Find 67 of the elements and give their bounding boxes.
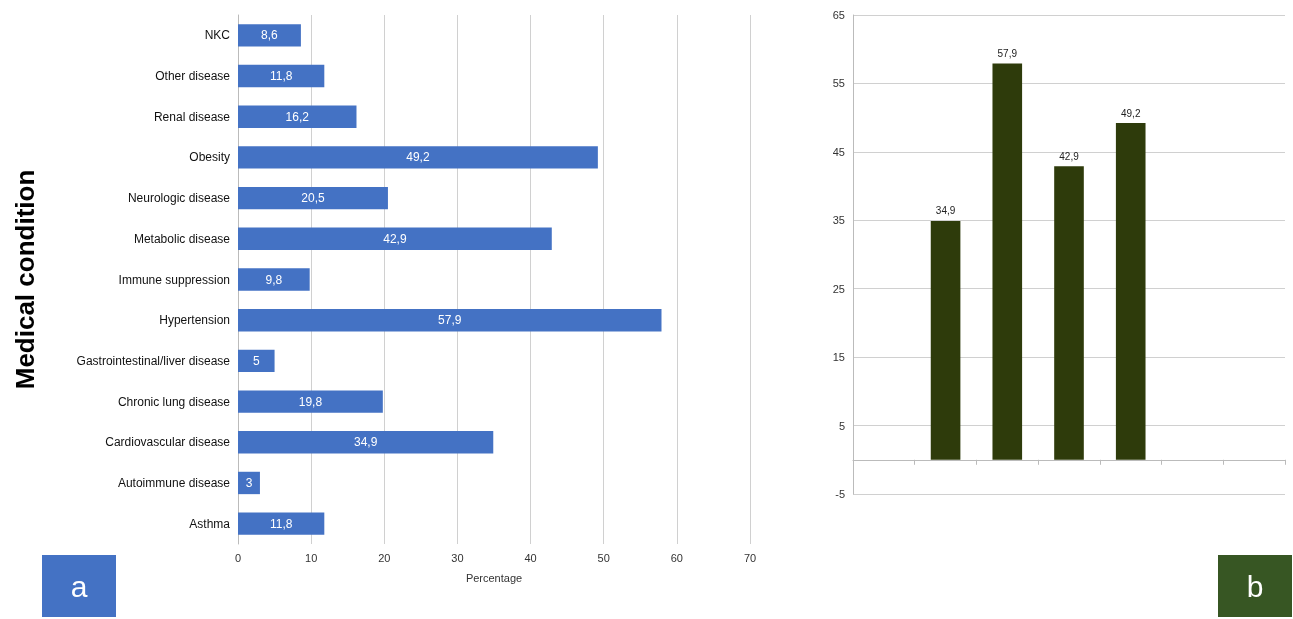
x-tick-label: 30 [451,551,464,564]
data-label: 42,9 [383,231,407,246]
data-label: 42,9 [1059,150,1080,162]
data-label: 49,2 [1120,107,1141,119]
bar [238,227,552,250]
data-label: 20,5 [301,191,325,206]
text: a [70,569,88,603]
bar [238,268,310,291]
data-label: 49,2 [406,150,430,165]
y-tick-label: 15 [832,351,845,364]
data-label: 8,6 [261,28,279,43]
data-label: 3 [245,475,253,490]
y-tick-label: Chronic lung disease [117,394,231,409]
bar [238,309,662,332]
bar [930,220,961,460]
y-tick-label: 25 [832,282,845,295]
bar [238,24,301,47]
y-tick-label: NKC [204,28,231,43]
data-label: 11,8 [269,516,293,531]
data-label: 34,9 [935,205,956,217]
y-tick-label: 65 [832,9,845,21]
y-tick-label: Other disease [155,69,231,84]
data-label: 11,8 [269,69,293,84]
data-label: 16,2 [285,109,310,124]
x-tick-label: 20 [378,551,391,564]
y-tick-label: Metabolic disease [133,231,231,246]
bar [238,105,357,128]
y-tick-label: Asthma [189,516,231,531]
x-tick-label: 40 [524,551,537,564]
bar [238,431,494,454]
bar [992,63,1023,460]
y-tick-label: Renal disease [153,109,231,124]
x-tick-label: 10 [305,551,318,564]
data-label: 57,9 [438,313,462,328]
data-label: 5 [252,353,260,368]
y-tick-label: Immune suppression [118,272,230,287]
x-tick-label: 0 [234,551,242,564]
bar [238,64,325,88]
y-tick-label: Autoimmune disease [117,475,231,490]
bar [238,186,388,210]
y-axis-title: Medical condition [10,169,40,390]
y-tick-label: 45 [832,145,845,158]
bar [1054,166,1084,460]
y-tick-label: 55 [832,77,845,90]
data-label: 9,8 [265,272,283,287]
y-tick-label: Neurologic disease [127,191,231,206]
bar [238,349,275,373]
y-tick-label: Obesity [189,150,230,165]
bar [238,146,598,169]
x-tick-label: 70 [743,551,757,564]
y-tick-label: Gastrointestinal/liver disease [76,353,231,368]
bar [238,390,383,413]
y-tick-label: Hypertension [159,313,230,328]
data-label: 34,9 [353,435,378,450]
x-tick-label: 60 [670,551,683,564]
data-label: 19,8 [298,394,323,409]
y-tick-label: 5 [838,419,845,432]
bar [238,512,325,535]
text: b [1246,569,1264,603]
x-tick-label: 50 [597,551,610,564]
data-label: 57,9 [997,48,1018,60]
y-tick-label: 35 [832,214,845,227]
y-tick-label: Cardiovascular disease [105,435,231,450]
bar [1115,123,1146,460]
x-axis-title: Percentage [465,571,523,584]
y-tick-label: -5 [835,488,845,500]
bar [238,471,260,495]
